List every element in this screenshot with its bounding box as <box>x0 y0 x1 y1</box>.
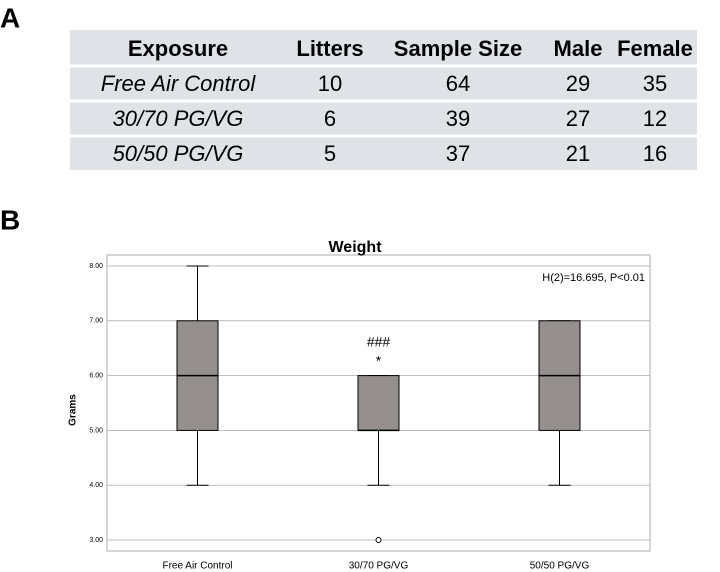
y-tick-label: 6.00 <box>89 372 103 379</box>
significance-mark: * <box>376 352 382 368</box>
table-cell: 39 <box>446 106 470 131</box>
table-header: Exposure <box>128 36 228 61</box>
table-cell: 37 <box>446 141 470 166</box>
table-cell: 16 <box>643 141 667 166</box>
table-cell: 27 <box>566 106 590 131</box>
x-tick-label: Free Air Control <box>162 561 232 572</box>
significance-mark: ### <box>367 333 391 349</box>
y-tick-label: 5.00 <box>89 427 103 434</box>
x-tick-label: 50/50 PG/VG <box>530 561 590 572</box>
table-cell: 12 <box>643 106 667 131</box>
table-cell: 50/50 PG/VG <box>113 141 244 166</box>
table-header: Litters <box>296 36 363 61</box>
table-cell: 29 <box>566 71 590 96</box>
panel-label: A <box>0 2 20 33</box>
annotation: H(2)=16.695, P<0.01 <box>542 272 645 284</box>
y-tick-label: 7.00 <box>89 318 103 325</box>
table-cell: 30/70 PG/VG <box>113 106 244 131</box>
y-axis-label: Grams <box>68 394 79 426</box>
y-tick-label: 4.00 <box>89 482 103 489</box>
table-cell: 5 <box>324 141 336 166</box>
table-header: Male <box>554 36 603 61</box>
y-tick-label: 8.00 <box>89 263 103 270</box>
y-tick-label: 3.00 <box>89 537 103 544</box>
outlier <box>375 537 382 544</box>
table-cell: 21 <box>566 141 590 166</box>
table-cell: Free Air Control <box>101 71 257 96</box>
table-cell: 6 <box>324 106 336 131</box>
table-cell: 64 <box>446 71 470 96</box>
table-cell: 10 <box>318 71 342 96</box>
x-tick-label: 30/70 PG/VG <box>349 561 409 572</box>
box <box>357 375 400 431</box>
panel-label: B <box>0 204 20 235</box>
table-header: Female <box>617 36 693 61</box>
chart-title: Weight <box>328 239 382 256</box>
table-header: Sample Size <box>394 36 522 61</box>
table-cell: 35 <box>643 71 667 96</box>
